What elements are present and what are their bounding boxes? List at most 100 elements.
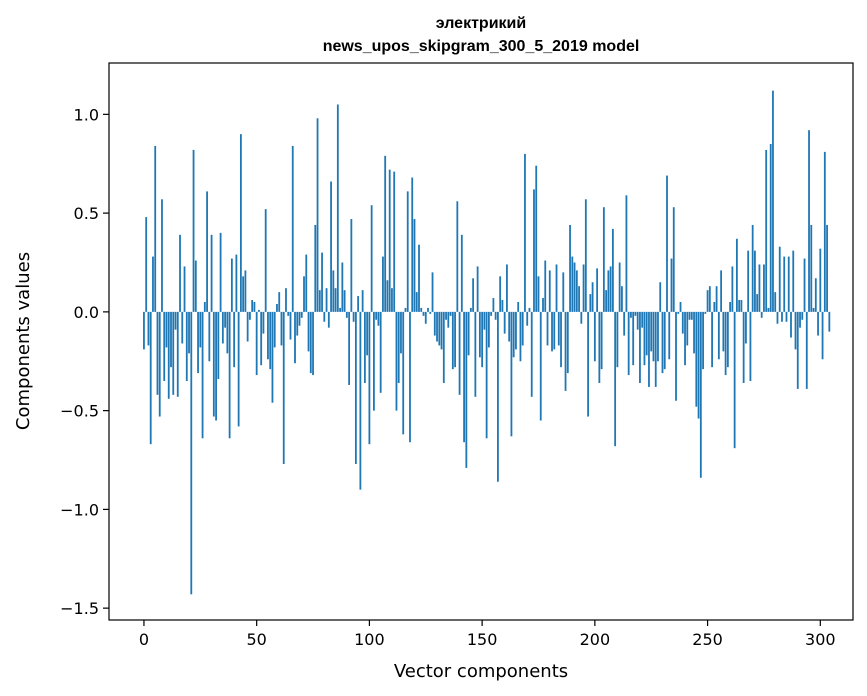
bar (823, 151, 826, 312)
bar (600, 311, 603, 370)
bar (185, 311, 188, 381)
bar (206, 191, 208, 312)
bar (706, 290, 709, 312)
bar (539, 311, 542, 421)
bars-group (143, 90, 831, 595)
bar (643, 311, 646, 366)
bar (397, 311, 400, 383)
bar (147, 311, 150, 346)
bar (345, 311, 348, 318)
bar (575, 270, 578, 312)
x-axis-label: Vector components (394, 661, 568, 682)
chart-subtitle: news_upos_skipgram_300_5_2019 model (323, 38, 640, 55)
bar (557, 311, 560, 346)
bar (756, 294, 759, 312)
bar (215, 311, 217, 421)
y-tick-label: −0.5 (60, 402, 99, 421)
bar (805, 311, 808, 389)
bar (605, 290, 608, 312)
bar (242, 276, 245, 312)
bar (285, 288, 287, 312)
bar (745, 311, 747, 344)
bar (330, 181, 332, 312)
bar (316, 118, 319, 312)
y-tick-label: 0.5 (74, 204, 99, 223)
bar (373, 311, 375, 411)
bar (754, 250, 756, 312)
bar (726, 311, 729, 368)
bar (400, 311, 402, 354)
bar (363, 311, 366, 383)
bar (395, 311, 398, 411)
bar (276, 303, 278, 312)
bar (172, 311, 175, 395)
bar (472, 278, 475, 312)
bar (747, 250, 750, 312)
bar (460, 234, 463, 312)
bar (542, 298, 544, 312)
bar (551, 311, 553, 352)
bar (280, 311, 283, 346)
bar (704, 311, 707, 314)
bar (636, 311, 639, 330)
bar (521, 311, 524, 346)
bar (325, 288, 328, 312)
bar (343, 290, 346, 312)
bar (474, 311, 477, 397)
bar (713, 302, 716, 312)
bar (497, 311, 499, 482)
bar (697, 311, 700, 419)
bar (787, 256, 790, 312)
bar (717, 311, 720, 360)
bar (348, 311, 351, 385)
bar (264, 209, 267, 312)
bar (431, 272, 434, 312)
bar (429, 311, 432, 314)
bar (684, 311, 686, 366)
bar (772, 90, 774, 312)
bar (258, 309, 260, 312)
bar (163, 311, 166, 381)
bar (814, 278, 817, 312)
bar (318, 290, 321, 312)
bar (336, 104, 339, 312)
bar (688, 311, 691, 320)
y-axis-label: Components values (13, 252, 34, 430)
bar (327, 311, 330, 328)
bar (582, 264, 585, 312)
bar (699, 311, 702, 478)
bar (562, 272, 565, 312)
bar (332, 270, 335, 312)
bar (469, 307, 472, 312)
bar (602, 207, 605, 312)
bar (584, 199, 587, 312)
bar (298, 311, 301, 326)
bar (708, 286, 711, 312)
bar (451, 311, 454, 370)
bar (415, 292, 418, 312)
bar (650, 311, 653, 352)
x-tick-label: 200 (580, 630, 611, 649)
bar (760, 311, 763, 318)
bar (463, 311, 465, 443)
bar (391, 288, 393, 312)
bar (377, 311, 380, 326)
bar (634, 311, 637, 316)
bar (533, 189, 535, 312)
bar (553, 311, 556, 350)
bar (294, 311, 296, 364)
bar (350, 219, 353, 312)
x-tick-label: 50 (246, 630, 266, 649)
bar (483, 311, 486, 330)
bar (170, 311, 172, 368)
bar (817, 311, 819, 336)
bar (503, 311, 506, 334)
bar (352, 311, 355, 322)
bar (763, 264, 765, 312)
bar (334, 288, 337, 312)
bar (357, 296, 360, 312)
bar (555, 264, 558, 312)
bar (659, 282, 662, 312)
bar (199, 311, 202, 348)
bar (386, 280, 389, 312)
